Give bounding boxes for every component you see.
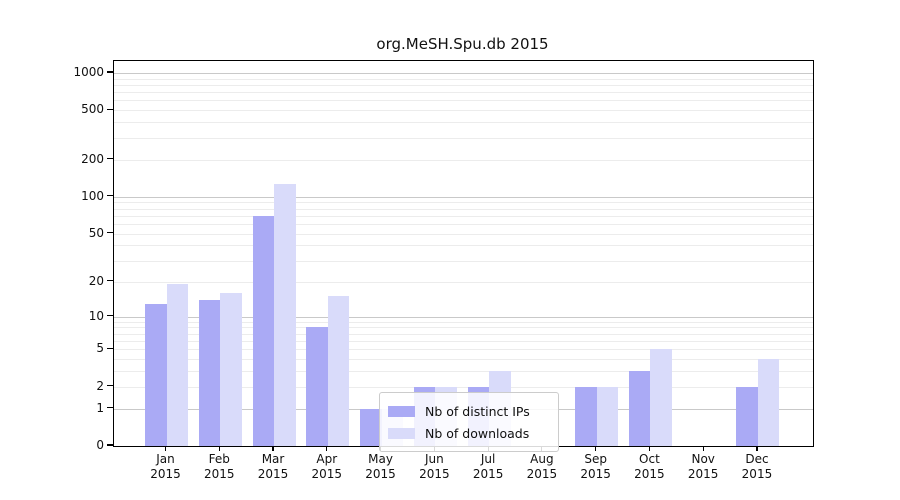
bar-distinct-ips-sep [575,386,597,446]
x-tick-label-jul: Jul 2015 [472,452,504,481]
bar-distinct-ips-may [360,408,382,446]
gridline-2 [114,386,813,388]
bar-downloads-jan [166,284,188,446]
bar-downloads-sep [596,386,619,446]
bar-distinct-ips-dec [736,386,758,446]
gridline-40 [114,245,813,247]
gridline-600 [114,100,813,102]
gridline-4 [114,359,813,361]
y-tick-label-20: 20 [88,273,104,288]
x-tick-mark-oct [648,446,650,451]
gridline-30 [114,260,813,262]
y-tick-label-1000: 1000 [73,64,104,79]
y-tick-label-5: 5 [96,341,104,356]
x-tick-label-may: May 2015 [365,452,396,481]
gridline-8 [114,327,813,329]
x-tick-mark-dec [756,446,758,451]
bar-distinct-ips-oct [628,371,651,446]
bar-distinct-ips-apr [306,327,328,446]
bar-downloads-dec [757,359,780,446]
x-tick-mark-sep [595,446,597,451]
plot-area: Nb of distinct IPs Nb of downloads [113,60,814,452]
legend-label-distinct-ips: Nb of distinct IPs [425,403,530,419]
x-tick-label-aug: Aug 2015 [526,452,558,481]
y-tick-label-50: 50 [88,225,104,240]
y-tick-label-500: 500 [81,102,104,117]
y-tick-mark-1000 [107,71,113,73]
chart-title: org.MeSH.Spu.db 2015 [376,35,549,53]
legend-item-downloads: Nb of downloads [388,422,548,444]
gridline-300 [114,137,813,139]
x-tick-label-apr: Apr 2015 [311,452,343,481]
gridline-9 [114,321,813,323]
bar-downloads-mar [274,183,296,446]
gridline-80 [114,208,813,210]
legend-item-distinct-ips: Nb of distinct IPs [388,400,548,422]
gridline-60 [114,224,813,225]
gridline-3 [114,371,813,373]
gridline-70 [114,215,813,217]
y-tick-label-200: 200 [81,151,104,166]
y-tick-mark-100 [107,195,113,197]
gridline-500 [114,110,813,112]
y-tick-mark-10 [107,314,113,317]
gridline-5 [114,349,813,351]
gridline-400 [114,122,813,124]
gridline-700 [114,92,813,94]
y-tick-mark-50 [107,232,113,234]
gridline-900 [114,78,813,80]
bar-downloads-apr [327,296,350,446]
legend-label-downloads: Nb of downloads [425,425,530,441]
y-tick-mark-200 [107,158,113,160]
gridline-10 [114,316,813,318]
bar-distinct-ips-feb [198,299,221,446]
x-tick-label-nov: Nov 2015 [687,452,719,481]
y-tick-label-100: 100 [81,188,104,203]
legend: Nb of distinct IPs Nb of downloads [379,392,559,452]
y-tick-label-10: 10 [88,308,104,323]
bar-distinct-ips-jan [145,303,167,446]
bar-downloads-oct [650,349,672,446]
gridline-200 [114,159,813,161]
x-tick-label-jun: Jun 2015 [419,452,450,481]
gridline-100 [114,196,813,198]
x-tick-label-feb: Feb 2015 [203,452,235,481]
x-tick-mark-apr [326,446,328,451]
legend-swatch-downloads [388,427,415,439]
legend-swatch-distinct-ips [388,405,415,417]
y-tick-label-1: 1 [96,400,104,415]
gridline-90 [114,202,813,204]
gridline-50 [114,233,813,235]
bar-downloads-feb [220,293,242,446]
x-tick-label-mar: Mar 2015 [257,452,289,481]
y-tick-mark-1 [107,406,113,409]
bar-distinct-ips-mar [252,215,275,446]
x-tick-mark-mar [272,446,274,451]
x-tick-label-oct: Oct 2015 [634,452,665,481]
x-tick-label-dec: Dec 2015 [741,452,773,481]
x-tick-mark-jan [164,446,167,451]
x-tick-mark-nov [702,446,704,451]
y-tick-mark-2 [107,385,113,387]
gridline-6 [114,340,813,342]
y-tick-label-0: 0 [96,438,104,452]
y-tick-label-2: 2 [96,378,104,393]
y-tick-mark-500 [107,108,113,110]
y-tick-mark-20 [107,279,113,282]
gridline-1000 [114,72,813,74]
gridline-20 [114,281,813,283]
y-tick-mark-5 [107,347,113,349]
x-tick-label-sep: Sep 2015 [580,452,611,481]
y-tick-mark-0 [107,444,113,446]
x-tick-label-jan: Jan 2015 [150,452,181,481]
gridline-7 [114,333,813,335]
gridline-800 [114,84,813,86]
x-tick-mark-feb [218,446,220,451]
